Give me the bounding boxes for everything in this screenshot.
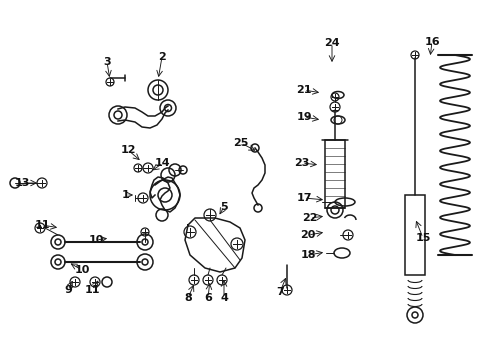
Text: 2: 2 [158,52,165,62]
Text: 25: 25 [233,138,248,148]
Text: 10: 10 [88,235,103,245]
Text: 23: 23 [294,158,309,168]
Text: 10: 10 [74,265,89,275]
Text: 4: 4 [220,293,227,303]
Text: 14: 14 [155,158,170,168]
Text: 18: 18 [300,250,315,260]
Text: 6: 6 [203,293,211,303]
Text: 7: 7 [276,287,284,297]
Text: 1: 1 [122,190,130,200]
Text: 20: 20 [300,230,315,240]
Text: 15: 15 [414,233,430,243]
Bar [325,140,345,208]
Text: 3: 3 [103,57,111,67]
Text: 21: 21 [296,85,311,95]
Bar [404,195,424,275]
Text: 24: 24 [324,38,339,48]
Text: 11: 11 [34,220,50,230]
Text: 5: 5 [220,202,227,212]
Text: 19: 19 [296,112,311,122]
Text: 17: 17 [296,193,311,203]
Text: 13: 13 [14,178,30,188]
Text: 22: 22 [302,213,317,223]
Text: 8: 8 [184,293,191,303]
Text: 9: 9 [64,285,72,295]
Text: 16: 16 [423,37,439,47]
Text: 11: 11 [84,285,100,295]
Text: 12: 12 [120,145,136,155]
